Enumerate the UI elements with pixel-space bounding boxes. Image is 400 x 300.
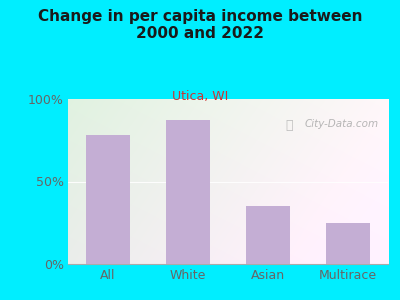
Text: ⦾: ⦾ xyxy=(286,119,293,132)
Bar xyxy=(86,135,130,264)
Text: City-Data.com: City-Data.com xyxy=(304,119,378,129)
Text: Change in per capita income between
2000 and 2022: Change in per capita income between 2000… xyxy=(38,9,362,41)
Text: Utica, WI: Utica, WI xyxy=(172,90,228,103)
Bar xyxy=(246,206,290,264)
Bar xyxy=(166,120,210,264)
Bar xyxy=(326,223,370,264)
